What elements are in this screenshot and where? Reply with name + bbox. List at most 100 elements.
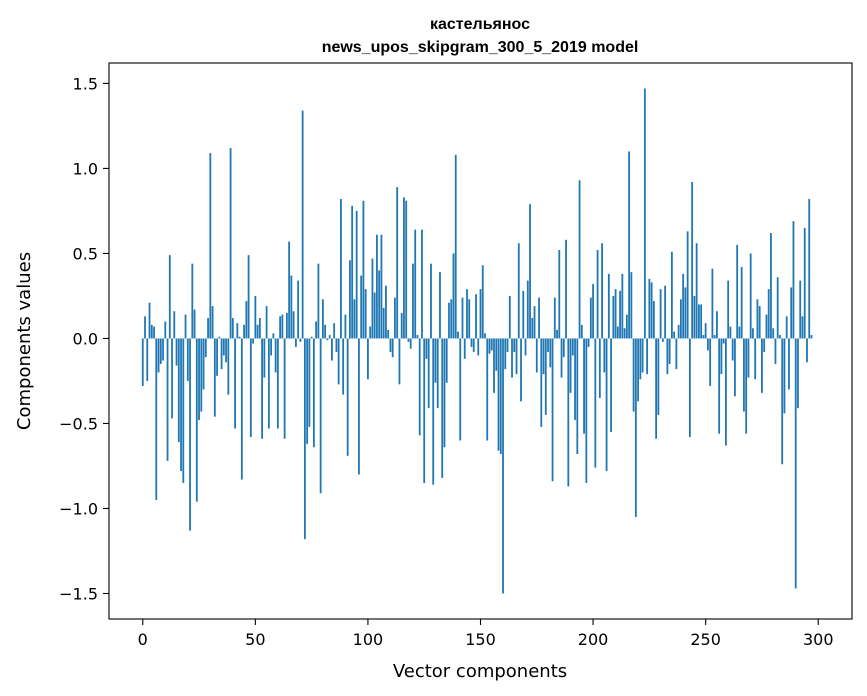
bar <box>407 338 410 342</box>
bar <box>247 255 250 339</box>
bar <box>754 338 757 380</box>
x-tick-label: 250 <box>690 630 721 649</box>
bar <box>603 338 606 373</box>
bar <box>736 244 739 339</box>
bar <box>704 323 707 339</box>
bar <box>781 338 784 465</box>
bar <box>688 338 691 438</box>
bar <box>394 297 396 339</box>
bar <box>574 338 576 421</box>
bar <box>344 314 347 339</box>
bar <box>421 229 423 339</box>
bar <box>321 299 324 339</box>
bar <box>567 338 570 487</box>
bar <box>765 314 768 339</box>
bar <box>371 258 374 339</box>
bar <box>700 304 703 339</box>
bar <box>276 338 279 429</box>
bar <box>666 338 669 375</box>
bar <box>619 290 621 339</box>
bar <box>166 338 169 461</box>
bar <box>414 229 417 339</box>
bar <box>317 263 320 339</box>
bar <box>425 338 428 359</box>
bar <box>227 338 230 395</box>
bar <box>522 290 525 339</box>
bar <box>141 338 144 387</box>
bar <box>353 299 356 339</box>
bar <box>630 272 633 339</box>
bar <box>200 338 203 412</box>
bar <box>484 333 486 339</box>
bar <box>274 338 277 373</box>
bar <box>225 338 227 363</box>
bar <box>209 153 212 339</box>
bar <box>560 338 563 378</box>
bar <box>679 299 682 339</box>
bar <box>229 148 232 339</box>
bar <box>513 338 516 353</box>
bar <box>472 338 475 353</box>
bar <box>648 278 651 339</box>
bar <box>774 338 777 364</box>
bar <box>310 336 313 339</box>
x-tick-label: 300 <box>803 630 834 649</box>
bar <box>740 267 743 339</box>
bar <box>722 338 725 344</box>
x-tick-label: 200 <box>578 630 609 649</box>
bar <box>427 338 430 409</box>
bar <box>601 243 603 339</box>
bar <box>331 338 333 361</box>
bar <box>643 88 646 339</box>
bar <box>664 285 667 339</box>
bar <box>553 297 556 339</box>
bar <box>294 338 297 347</box>
bar <box>524 338 527 356</box>
bar <box>497 338 500 451</box>
bar <box>806 338 808 363</box>
bar <box>576 338 579 455</box>
bar <box>488 338 491 354</box>
bar <box>292 311 295 339</box>
bar <box>367 338 369 380</box>
bar <box>263 338 266 378</box>
bar <box>749 253 752 339</box>
bar <box>790 287 793 339</box>
bars-group <box>141 88 813 594</box>
bar <box>249 338 252 438</box>
bar <box>569 338 572 393</box>
bar <box>306 338 309 444</box>
x-axis-ticks: 0 50 100 150 200 250 300 <box>138 619 834 649</box>
y-tick-label: −1.0 <box>59 499 98 518</box>
bar <box>177 338 180 443</box>
bar <box>267 338 270 429</box>
bar <box>335 338 338 353</box>
bar <box>725 338 727 446</box>
bar <box>673 331 676 339</box>
bar <box>698 304 700 339</box>
bar <box>159 338 162 364</box>
bar <box>171 338 173 419</box>
bar <box>279 316 282 339</box>
bar <box>713 335 716 339</box>
bar <box>457 331 459 339</box>
bar <box>745 338 748 434</box>
bar <box>198 338 200 421</box>
bar <box>445 338 448 383</box>
bar <box>157 338 160 373</box>
bar <box>155 338 158 500</box>
bar <box>380 234 383 339</box>
bar <box>652 301 655 339</box>
bar <box>303 338 306 540</box>
bar <box>346 338 349 456</box>
bar <box>261 338 263 439</box>
bar <box>621 273 624 339</box>
x-tick-label: 0 <box>138 630 148 649</box>
bar <box>254 295 257 339</box>
bar <box>184 314 187 339</box>
bar <box>743 338 745 412</box>
bar <box>691 182 694 339</box>
bar <box>639 338 642 380</box>
bar <box>481 265 484 339</box>
y-tick-label: −0.5 <box>59 414 98 433</box>
